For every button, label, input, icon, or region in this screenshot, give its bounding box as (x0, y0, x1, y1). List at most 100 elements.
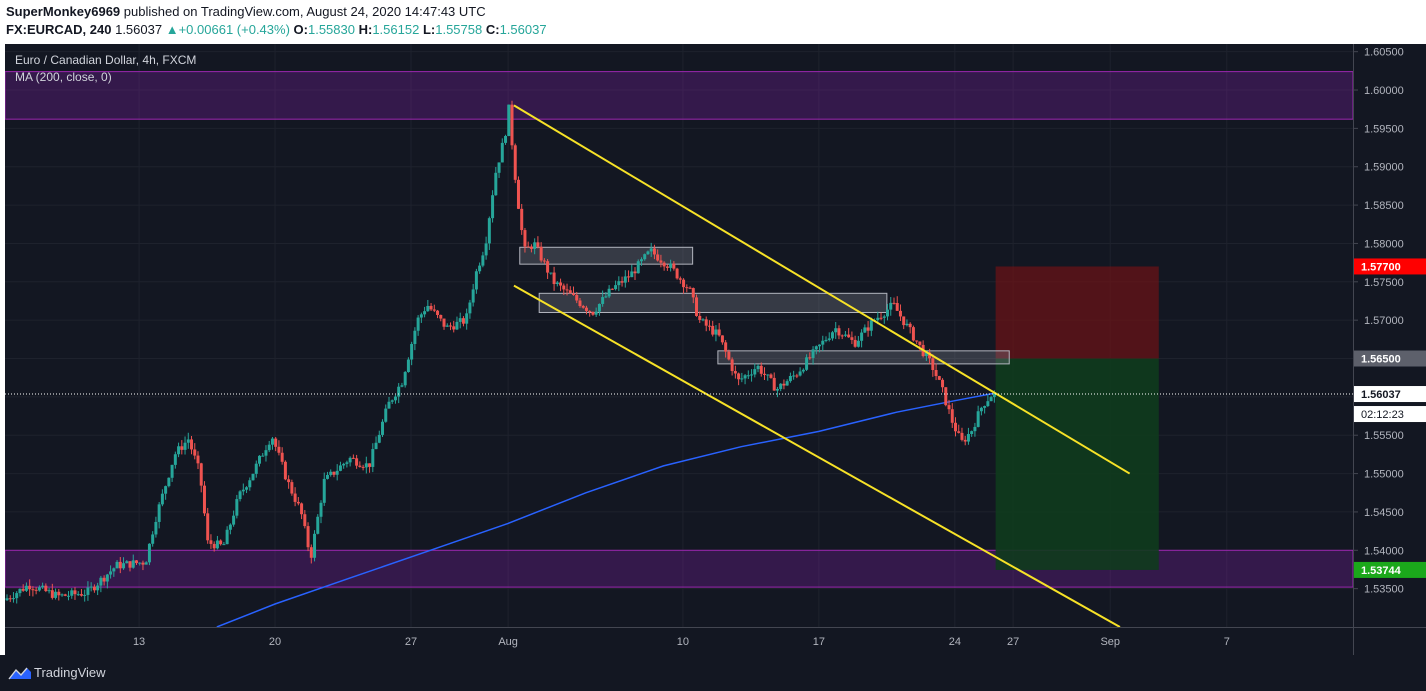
candle-up (105, 574, 109, 582)
candle-down (277, 446, 281, 453)
candle-up (863, 327, 867, 333)
candle-down (34, 589, 38, 591)
price-plot[interactable] (5, 44, 1353, 627)
candle-down (879, 317, 883, 319)
candle-down (902, 316, 906, 326)
price-tick-label: 1.54500 (1364, 507, 1404, 519)
candle-up (924, 352, 928, 357)
candle-up (549, 272, 553, 274)
candle-up (824, 339, 828, 341)
candle-down (565, 289, 569, 291)
candle-up (607, 288, 611, 297)
candle-up (966, 434, 970, 442)
candle-down (290, 482, 294, 494)
candle-up (869, 320, 873, 331)
candle-up (821, 340, 825, 345)
candle-up (468, 302, 472, 314)
candle-down (452, 326, 456, 330)
candle-down (950, 409, 954, 423)
candle-up (788, 376, 792, 382)
candle-up (983, 406, 987, 408)
candle-up (374, 442, 378, 450)
tradingview-logo-icon[interactable] (8, 666, 32, 680)
candle-up (387, 401, 391, 409)
indicator-title[interactable]: MA (200, close, 0) (15, 70, 112, 84)
candle-up (215, 540, 219, 549)
candle-down (219, 540, 223, 545)
candle-down (283, 461, 287, 480)
candle-up (364, 463, 368, 468)
candle-up (481, 255, 485, 266)
candle-up (322, 478, 326, 503)
candle-down (759, 365, 763, 374)
candle-down (274, 438, 278, 447)
candle-down (309, 547, 313, 558)
price-tick-label: 1.55000 (1364, 469, 1404, 481)
price-tick-label: 1.59000 (1364, 162, 1404, 174)
candle-down (8, 598, 12, 600)
time-axis-svg: 132027Aug10172427Sep71 (133, 636, 1230, 648)
candle-down (429, 305, 433, 310)
target-price-label: 1.53744 (1361, 565, 1402, 577)
last-price-label-bg (1354, 386, 1426, 403)
candle-up (756, 365, 760, 370)
candle-up (225, 529, 229, 545)
price-tick-label: 1.57500 (1364, 277, 1404, 289)
candle-down (212, 543, 216, 549)
candle-down (79, 594, 83, 596)
chart-header: SuperMonkey6969 published on TradingView… (0, 0, 1426, 40)
candle-down (134, 560, 138, 564)
candle-down (837, 328, 841, 336)
candle-down (529, 246, 533, 249)
candle-up (264, 450, 268, 456)
candle-up (623, 276, 627, 283)
candle-up (144, 562, 148, 565)
candle-down (73, 590, 77, 595)
candle-up (834, 328, 838, 333)
candle-up (70, 590, 74, 596)
candle-down (704, 319, 708, 326)
candle-down (546, 261, 550, 273)
candle-up (147, 543, 151, 563)
candle-down (141, 562, 145, 565)
candle-down (678, 278, 682, 280)
tradingview-brand[interactable]: TradingView (34, 665, 106, 680)
candle-up (245, 487, 249, 490)
candle-up (109, 571, 113, 575)
candle-up (248, 480, 252, 488)
candle-down (915, 340, 919, 342)
candle-up (170, 464, 174, 478)
candle-up (478, 265, 482, 272)
candle-up (316, 516, 320, 534)
candle-up (338, 465, 342, 471)
stop-loss-area (995, 266, 1159, 359)
ma-200-line (216, 392, 996, 627)
candle-up (497, 162, 501, 173)
candle-down (568, 290, 572, 294)
close-value: 1.56037 (499, 22, 547, 37)
candle-up (805, 357, 809, 370)
candle-down (928, 352, 932, 359)
candle-down (559, 282, 563, 286)
candle-up (487, 218, 491, 244)
candle-up (801, 369, 805, 372)
price-tick-label: 1.58000 (1364, 238, 1404, 250)
candle-up (348, 457, 352, 463)
price-tick-label: 1.55500 (1364, 430, 1404, 442)
candle-up (267, 444, 271, 451)
author-name[interactable]: SuperMonkey6969 (6, 4, 121, 19)
candle-up (830, 332, 834, 339)
candle-down (516, 179, 520, 209)
published-text: published on TradingView.com, August 24,… (120, 4, 486, 19)
time-axis[interactable]: 132027Aug10172427Sep71 (5, 627, 1353, 655)
candle-up (743, 375, 747, 379)
price-tick-label: 1.60000 (1364, 85, 1404, 97)
candle-up (750, 374, 754, 376)
candle-up (882, 316, 886, 318)
price-axis[interactable]: 1.60500 1.60000 1.59500 1.59000 1.58500 1.580… (1353, 44, 1426, 627)
chart-pane[interactable]: Euro / Canadian Dollar, 4h, FXCM MA (200… (5, 44, 1353, 627)
candle-down (695, 297, 699, 316)
time-tick-label: 10 (677, 636, 689, 648)
publish-line: SuperMonkey6969 published on TradingView… (6, 4, 486, 19)
consolidation-box (519, 246, 694, 265)
